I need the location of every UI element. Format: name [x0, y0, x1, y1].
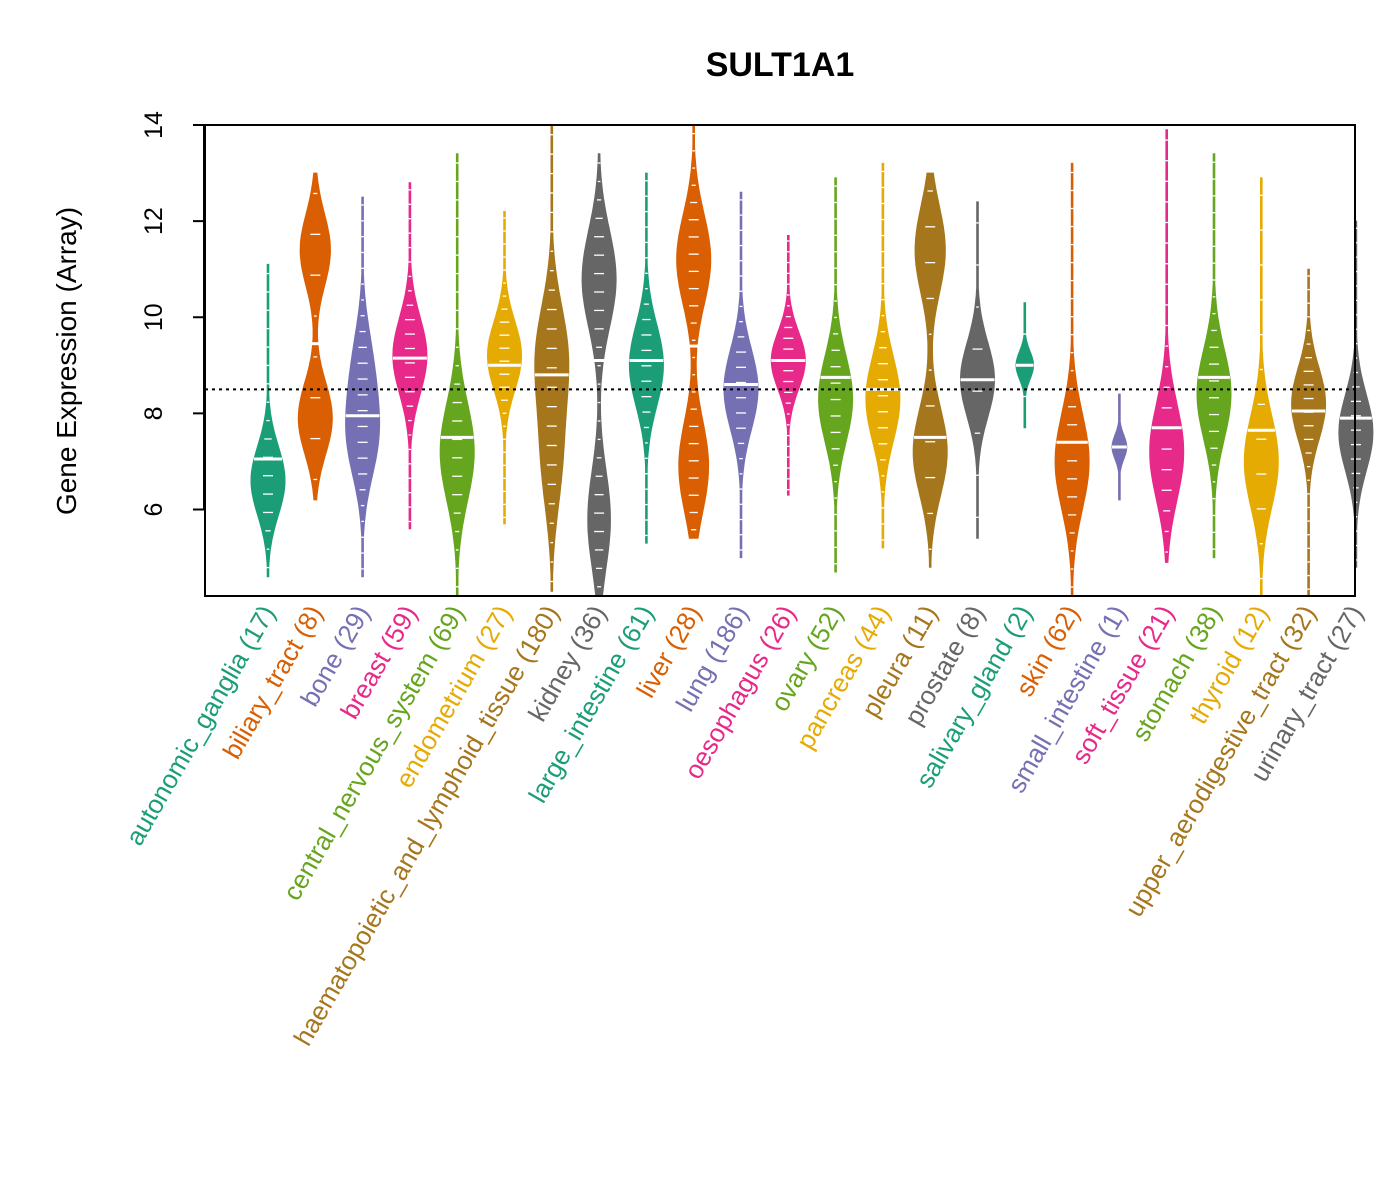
violin-large_intestine	[628, 172, 664, 544]
violin-haematopoietic_and_lymphoid_tissue	[534, 124, 570, 592]
violin-soft_tissue	[1149, 129, 1185, 563]
y-axis-label: Gene Expression (Array)	[51, 207, 82, 515]
y-tick-label: 12	[140, 207, 168, 235]
violin-thyroid	[1243, 177, 1279, 597]
violin-autonomic_ganglia	[250, 263, 286, 578]
y-tick-label: 8	[140, 406, 168, 420]
chart-title: SULT1A1	[706, 46, 855, 84]
violin-body	[818, 177, 854, 573]
violin-body	[392, 182, 428, 530]
y-axis: 6 8 10 12 14	[140, 111, 205, 517]
plot-area	[204, 124, 1374, 597]
violin-body	[1243, 177, 1279, 597]
violin-body	[676, 124, 712, 539]
violin-pleura	[912, 172, 948, 568]
y-tick-label: 6	[140, 503, 168, 517]
violin-body	[487, 211, 522, 525]
y-tick-label: 10	[140, 303, 168, 331]
violin-body	[297, 172, 333, 501]
violin-breast	[392, 182, 428, 530]
violin-salivary_gland	[1015, 302, 1035, 429]
violin-prostate	[960, 201, 995, 539]
violin-upper_aerodigestive_tract	[1291, 268, 1327, 597]
violin-lung	[723, 191, 759, 559]
violin-bone	[345, 196, 381, 578]
violin-body	[770, 235, 806, 496]
violin-body	[865, 162, 901, 549]
violin-body	[723, 191, 759, 559]
violin-small_intestine	[1111, 393, 1128, 501]
violin-body	[1291, 268, 1327, 597]
violin-oesophagus	[770, 235, 806, 496]
category-labels: autonomic_ganglia (17)biliary_tract (8)b…	[119, 600, 1369, 1051]
y-tick-label: 14	[140, 111, 168, 139]
violin-body	[1054, 162, 1090, 597]
violin-body	[628, 172, 664, 544]
violin-biliary_tract	[297, 172, 333, 501]
violin-body	[534, 124, 570, 592]
violin-pancreas	[865, 162, 901, 549]
violin-body	[1196, 153, 1232, 559]
violin-ovary	[818, 177, 854, 573]
violin-stomach	[1196, 153, 1232, 559]
violin-body	[581, 153, 617, 597]
violin-body	[439, 153, 475, 597]
violin-central_nervous_system	[439, 153, 475, 597]
violin-kidney	[581, 153, 617, 597]
violin-endometrium	[487, 211, 522, 525]
violin-body	[960, 201, 995, 539]
violin-liver	[676, 124, 712, 539]
violin-skin	[1054, 162, 1090, 597]
violin-body	[345, 196, 381, 578]
